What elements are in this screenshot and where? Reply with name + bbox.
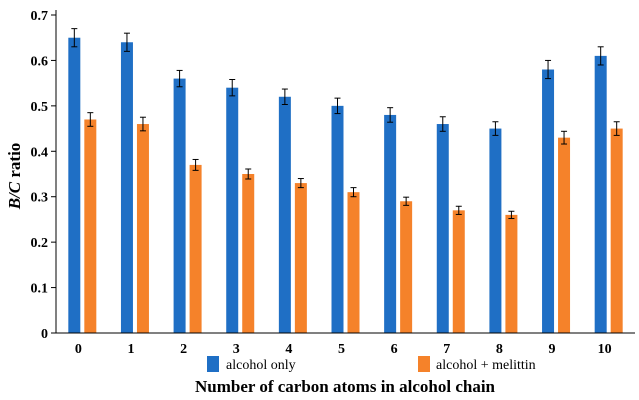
legend-swatch-alcohol-only	[207, 356, 219, 372]
y-tick-label: 0.4	[31, 145, 49, 160]
bar-alcohol-melittin-7	[452, 210, 465, 333]
bar-alcohol-melittin-8	[505, 214, 518, 333]
y-tick-label: 0.7	[31, 9, 49, 24]
legend-swatch-alcohol-melittin	[418, 356, 430, 372]
x-tick-label: 1	[127, 342, 134, 357]
x-tick-label: 8	[496, 342, 503, 357]
y-tick-label: 0.5	[31, 100, 49, 115]
bar-alcohol-melittin-9	[558, 137, 571, 333]
bar-alcohol-only-5	[331, 105, 344, 333]
bar-alcohol-only-2	[173, 78, 186, 333]
bar-alcohol-melittin-1	[136, 124, 149, 334]
bar-alcohol-only-9	[542, 69, 555, 333]
bar-alcohol-melittin-2	[189, 164, 202, 333]
bar-alcohol-only-1	[120, 42, 133, 333]
legend-label-alcohol-melittin: alcohol + melittin	[436, 358, 536, 373]
x-tick-label: 9	[549, 342, 556, 357]
bar-alcohol-melittin-10	[610, 128, 623, 333]
bar-alcohol-only-6	[384, 114, 397, 333]
bar-alcohol-only-8	[489, 128, 502, 333]
bar-alcohol-melittin-5	[347, 192, 360, 333]
error-bars-group	[71, 28, 620, 220]
y-tick-label: 0.3	[31, 191, 49, 206]
x-tick-label: 4	[285, 342, 292, 357]
x-axis-title: Number of carbon atoms in alcohol chain	[195, 377, 496, 396]
legend: alcohol only alcohol + melittin	[207, 356, 536, 373]
bar-alcohol-only-4	[278, 96, 291, 334]
bar-alcohol-only-10	[594, 55, 607, 334]
y-tick-label: 0.2	[31, 236, 49, 251]
y-axis-title: B/C ratio	[5, 143, 24, 211]
y-tick-label: 0.1	[31, 282, 49, 297]
bar-alcohol-melittin-0	[84, 119, 97, 333]
bar-alcohol-only-3	[226, 87, 239, 333]
y-tick-label: 0	[41, 327, 48, 342]
y-ticks-group: 0 0.1 0.2 0.3 0.4 0.5 0.6 0.7	[31, 9, 56, 342]
bar-alcohol-only-0	[68, 37, 81, 333]
x-ticks-group: 0 1 2 3 4 5 6 7 8 9 10	[75, 342, 612, 357]
bar-alcohol-only-7	[436, 124, 449, 334]
x-tick-label: 10	[598, 342, 612, 357]
bars-group	[68, 37, 623, 334]
x-tick-label: 2	[180, 342, 187, 357]
bar-alcohol-melittin-6	[400, 201, 413, 333]
x-tick-label: 5	[338, 342, 345, 357]
x-tick-label: 6	[391, 342, 398, 357]
legend-label-alcohol-only: alcohol only	[226, 358, 296, 373]
x-tick-label: 3	[233, 342, 240, 357]
y-tick-label: 0.6	[31, 54, 49, 69]
x-tick-label: 7	[443, 342, 450, 357]
bar-alcohol-melittin-4	[294, 183, 307, 333]
bar-alcohol-melittin-3	[242, 174, 255, 333]
x-tick-label: 0	[75, 342, 82, 357]
